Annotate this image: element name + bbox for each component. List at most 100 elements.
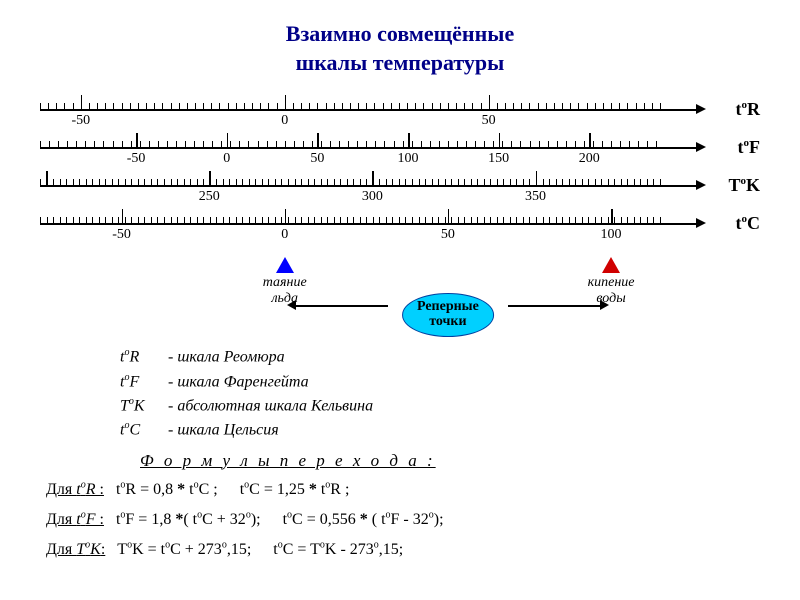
tick-minor [239, 141, 240, 147]
tick-minor [131, 217, 132, 223]
tick-minor [53, 217, 54, 223]
tick-minor [587, 103, 588, 109]
tick-minor [340, 179, 341, 185]
tick-minor [167, 141, 168, 147]
tick-minor [497, 217, 498, 223]
tick-minor [60, 217, 61, 223]
tick-minor [184, 217, 185, 223]
tick-minor [627, 179, 628, 185]
tick-minor [321, 141, 322, 147]
tick-minor [513, 103, 514, 109]
formula-row: Для toR : toR = 0,8 * toC ; toC = 1,25 *… [46, 475, 770, 505]
tick-major [227, 137, 228, 147]
tick-minor [230, 141, 231, 147]
tick-minor [164, 217, 165, 223]
legend-symbol: ToK [120, 394, 168, 418]
tick-minor [471, 217, 472, 223]
tick-minor [334, 179, 335, 185]
tick-minor [634, 217, 635, 223]
tick-minor [342, 103, 343, 109]
tick-minor [301, 103, 302, 109]
tick-minor [294, 141, 295, 147]
axis-label-fahrenheit: toF [738, 137, 761, 158]
tick-minor [327, 179, 328, 185]
tick-minor [249, 217, 250, 223]
tick-minor [157, 217, 158, 223]
tick-minor [221, 141, 222, 147]
tick-minor [184, 179, 185, 185]
tick-minor [171, 217, 172, 223]
legend-text: - шкала Цельсия [168, 422, 279, 439]
tick-minor [203, 141, 204, 147]
tick-minor [366, 179, 367, 185]
tick-minor [258, 141, 259, 147]
tick-minor [529, 179, 530, 185]
tick-minor [464, 103, 465, 109]
tick-minor [79, 217, 80, 223]
tick-minor [58, 141, 59, 147]
tick-minor [614, 179, 615, 185]
axis-line [40, 185, 700, 187]
tick-minor [647, 217, 648, 223]
tick-minor [314, 217, 315, 223]
tick-minor [92, 217, 93, 223]
tick-major [122, 213, 123, 223]
tick-minor [179, 103, 180, 109]
tick-minor [549, 179, 550, 185]
tick-minor [236, 179, 237, 185]
tick-label: 0 [223, 151, 230, 167]
tick-minor [276, 141, 277, 147]
tick-minor [288, 217, 289, 223]
tick-minor [510, 217, 511, 223]
tick-minor [445, 179, 446, 185]
tick-minor [619, 103, 620, 109]
tick-minor [419, 179, 420, 185]
tick-minor [131, 179, 132, 185]
arrowhead-icon [696, 218, 706, 228]
tick-minor [392, 217, 393, 223]
tick-minor [340, 217, 341, 223]
tick-major [136, 137, 137, 147]
tick-minor [640, 217, 641, 223]
tick-label: 350 [525, 189, 546, 205]
scale-reaumur: toR-50050 [40, 95, 760, 133]
tick-major [589, 137, 590, 147]
tick-minor [103, 141, 104, 147]
tick-minor [484, 217, 485, 223]
tick-label: 0 [281, 113, 288, 129]
tick-minor [268, 103, 269, 109]
tick-minor [440, 103, 441, 109]
tick-minor [99, 217, 100, 223]
tick-minor [611, 141, 612, 147]
tick-minor [653, 217, 654, 223]
tick-minor [529, 103, 530, 109]
tick-label: 300 [362, 189, 383, 205]
legend-item: toR- шкала Реомюра [120, 345, 770, 369]
tick-minor [466, 141, 467, 147]
tick-minor [601, 179, 602, 185]
tick-minor [516, 179, 517, 185]
tick-minor [295, 179, 296, 185]
tick-major [285, 213, 286, 223]
reference-markers: таяниельдакипениеводыРеперныеточки [40, 255, 760, 335]
tick-minor [595, 217, 596, 223]
tick-minor [634, 179, 635, 185]
tick-minor [308, 217, 309, 223]
tick-label: 50 [482, 113, 496, 129]
tick-minor [523, 179, 524, 185]
tick-minor [539, 141, 540, 147]
tick-minor [267, 141, 268, 147]
scales-container: toR-50050toF-50050100150200ToK250300350t… [40, 95, 760, 247]
tick-minor [281, 179, 282, 185]
tick-minor [503, 217, 504, 223]
tick-major [489, 99, 490, 109]
tick-minor [374, 103, 375, 109]
formula-body: ToK = toC + 273o,15; toC = ToK - 273o,15… [109, 541, 403, 558]
tick-minor [122, 141, 123, 147]
tick-minor [223, 217, 224, 223]
tick-minor [660, 217, 661, 223]
tick-minor [548, 141, 549, 147]
tick-label: 100 [601, 227, 622, 243]
tick-minor [656, 141, 657, 147]
tick-minor [140, 141, 141, 147]
